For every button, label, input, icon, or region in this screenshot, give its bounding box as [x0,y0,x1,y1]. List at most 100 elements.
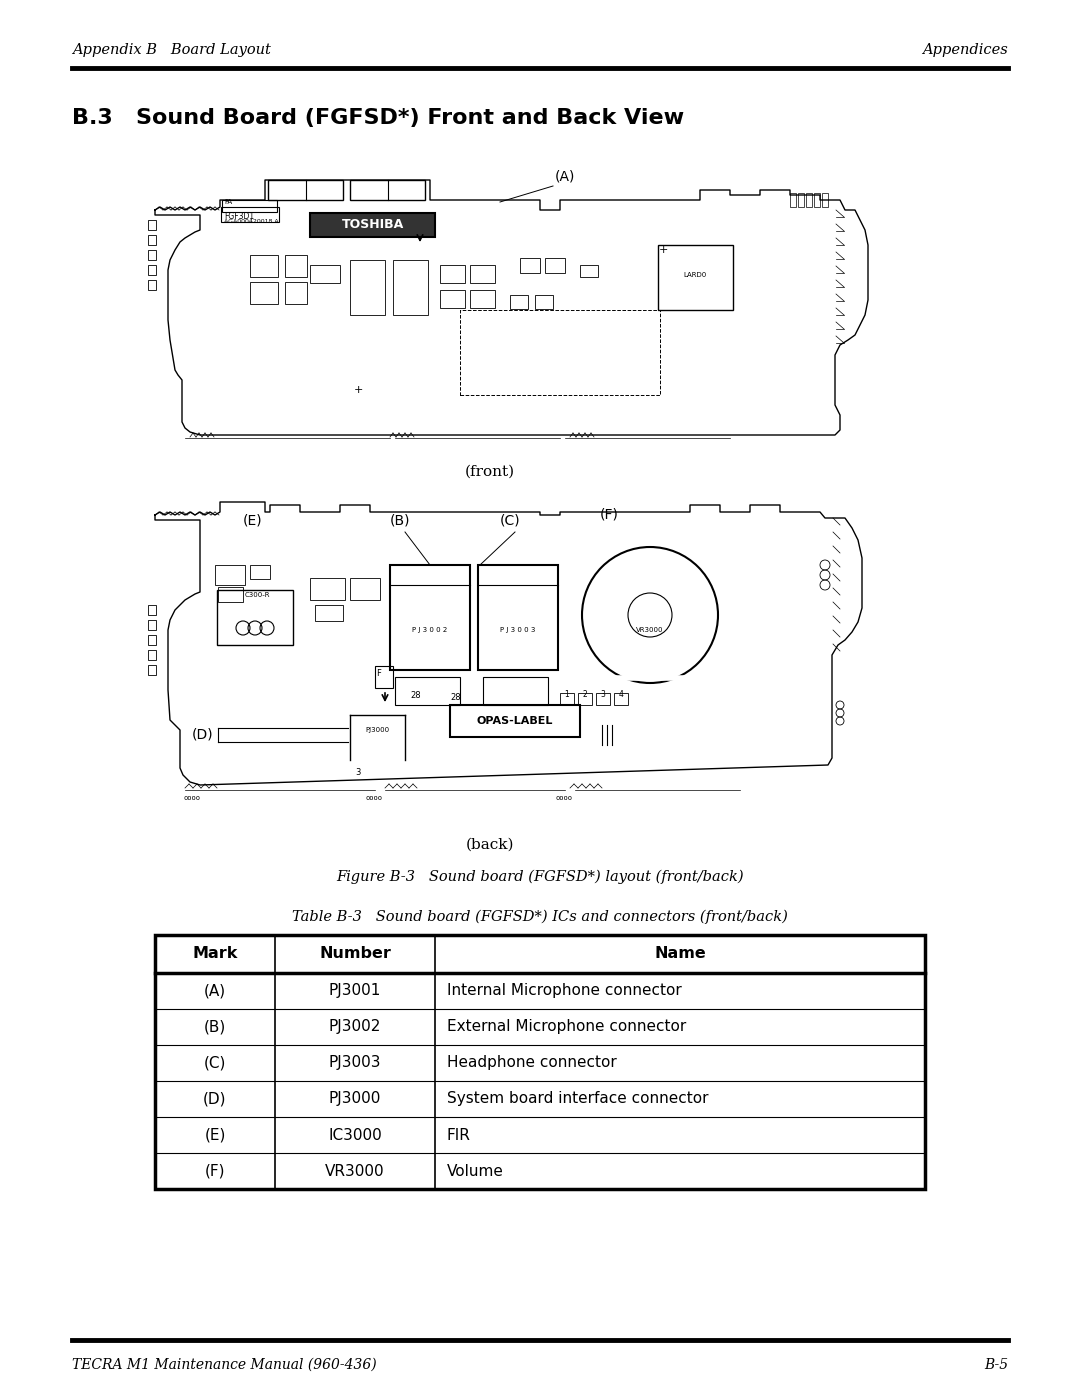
Text: System board interface connector: System board interface connector [447,1091,708,1106]
Text: External Microphone connector: External Microphone connector [447,1020,686,1035]
Bar [350,578,380,599]
Bar [483,678,548,705]
Text: 28: 28 [450,693,461,703]
Text: 1: 1 [565,690,569,698]
Bar [789,193,796,207]
Text: PJ3001: PJ3001 [328,983,381,999]
Bar [268,180,343,200]
Bar [535,295,553,309]
Bar [395,678,460,705]
Bar [814,193,820,207]
Text: Internal Microphone connector: Internal Microphone connector [447,983,681,999]
Text: (E): (E) [243,514,262,528]
Text: FIR: FIR [447,1127,471,1143]
Bar [310,265,340,284]
Bar [249,282,278,305]
Bar [249,256,278,277]
Text: Volume: Volume [447,1164,504,1179]
Bar [350,180,426,200]
Bar [222,200,276,212]
Bar [148,219,156,231]
Text: (back): (back) [465,838,514,852]
Bar [658,244,733,310]
Bar [510,295,528,309]
Text: (E): (E) [204,1127,226,1143]
Text: F: F [376,669,381,678]
Text: (B): (B) [390,514,410,528]
Bar [148,665,156,675]
Text: (A): (A) [555,169,576,183]
Text: oooo: oooo [555,795,572,800]
Bar [310,578,345,599]
Bar [315,605,343,622]
Text: 2: 2 [582,690,588,698]
Bar [440,291,465,307]
Bar [478,564,558,671]
Bar [580,265,598,277]
Text: PJ3002: PJ3002 [328,1020,381,1035]
Bar [148,250,156,260]
Text: FA: FA [224,198,232,205]
Text: (front): (front) [464,465,515,479]
Text: VR3000: VR3000 [636,627,664,633]
Text: AGA000420018 A: AGA000420018 A [224,219,279,224]
Text: 3: 3 [600,690,606,698]
Bar [249,564,270,578]
Text: Figure B-3   Sound board (FGFSD*) layout (front/back): Figure B-3 Sound board (FGFSD*) layout (… [336,870,744,884]
Text: 3: 3 [355,768,361,777]
Text: TOSHIBA: TOSHIBA [341,218,404,232]
Text: (D): (D) [203,1091,227,1106]
Bar [390,564,470,671]
Text: Table B-3   Sound board (FGFSD*) ICs and connectors (front/back): Table B-3 Sound board (FGFSD*) ICs and c… [292,909,788,925]
Bar [148,279,156,291]
Bar [156,935,924,1189]
Text: (F): (F) [600,509,619,522]
Text: 4: 4 [619,690,623,698]
Bar [148,650,156,659]
Bar [285,256,307,277]
Text: FGF3D1: FGF3D1 [224,212,254,221]
Text: LARD0: LARD0 [684,272,706,278]
Bar [310,212,435,237]
Text: PJ3003: PJ3003 [328,1056,381,1070]
Text: Number: Number [319,947,391,961]
Text: Appendices: Appendices [922,43,1008,57]
Text: (C): (C) [500,514,521,528]
Bar [615,693,627,705]
Bar [218,587,243,602]
Text: PJ3000: PJ3000 [328,1091,381,1106]
Text: (C): (C) [204,1056,226,1070]
Bar [215,564,245,585]
Bar [375,666,393,687]
Bar [519,258,540,272]
Bar [470,265,495,284]
Text: PJ3000: PJ3000 [365,726,390,733]
Text: oooo: oooo [183,795,200,800]
Bar [350,260,384,314]
Bar [148,605,156,615]
Bar [596,693,610,705]
Bar [822,193,828,207]
Text: (B): (B) [204,1020,226,1035]
Bar [148,235,156,244]
Bar [148,265,156,275]
Text: +: + [659,244,667,256]
Bar [148,620,156,630]
Text: OPAS-LABEL: OPAS-LABEL [476,717,553,726]
Text: Name: Name [654,947,706,961]
Text: oooo: oooo [365,795,382,800]
Text: (A): (A) [204,983,226,999]
Bar [221,207,279,222]
Bar [285,282,307,305]
Bar [217,590,293,645]
Bar [798,193,804,207]
Bar [393,260,428,314]
Text: +: + [353,386,363,395]
Text: (F): (F) [205,1164,226,1179]
Bar [148,636,156,645]
Text: Mark: Mark [192,947,238,961]
Bar [561,693,573,705]
Bar [470,291,495,307]
Bar [545,258,565,272]
Bar [460,310,660,395]
